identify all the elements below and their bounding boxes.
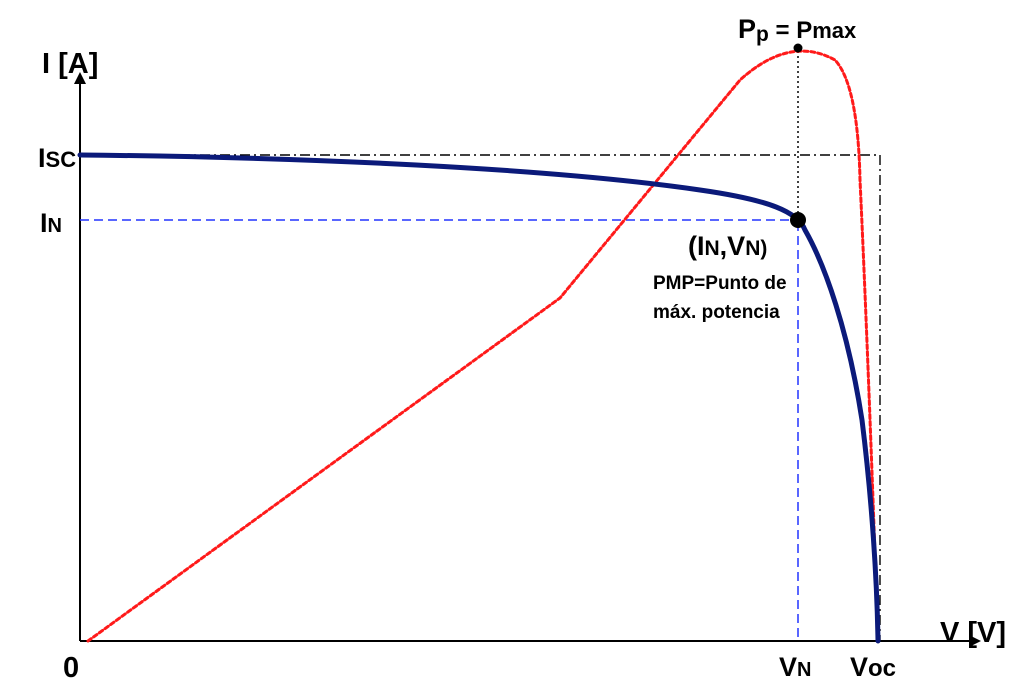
point-close: ) xyxy=(760,237,767,260)
x-axis-label: V [V] xyxy=(940,617,1006,649)
point-open: (I xyxy=(688,231,705,261)
pp-eq: = P xyxy=(769,17,812,44)
origin-label: 0 xyxy=(63,652,79,682)
vn-label: VN xyxy=(779,652,811,682)
isc-label: ISC xyxy=(38,143,76,173)
isc-label-sub: SC xyxy=(46,147,77,172)
power-curve xyxy=(86,49,880,643)
mpp-marker xyxy=(790,212,806,228)
iv-curve xyxy=(77,152,881,644)
vn-label-main: V xyxy=(779,652,797,682)
voc-label-main: V xyxy=(850,652,868,682)
pmax-label: Pp = Pmax xyxy=(738,14,857,46)
point-sub1: N xyxy=(705,237,720,260)
y-axis-label: I [A] xyxy=(42,48,98,80)
isc-guide-line xyxy=(80,154,881,641)
pp-max: max xyxy=(812,18,857,43)
voc-label-sub: oc xyxy=(868,655,896,682)
pmax-marker xyxy=(793,43,803,53)
vn-label-sub: N xyxy=(797,659,811,681)
voc-label: Voc xyxy=(850,652,896,682)
mpp-coordinate-label: (IN,VN) xyxy=(688,231,767,261)
pmp-label-line-1: PMP=Punto de xyxy=(653,273,787,294)
isc-label-main: I xyxy=(38,143,46,173)
in-label-sub: N xyxy=(48,215,62,237)
in-label: IN xyxy=(40,208,62,238)
pp-sub: p xyxy=(756,23,769,46)
point-sub2: N xyxy=(745,237,760,260)
pmp-label-line-2: máx. potencia xyxy=(653,302,780,323)
point-mid: ,V xyxy=(720,231,746,261)
pp-main: P xyxy=(738,14,756,44)
in-label-main: I xyxy=(40,208,48,238)
